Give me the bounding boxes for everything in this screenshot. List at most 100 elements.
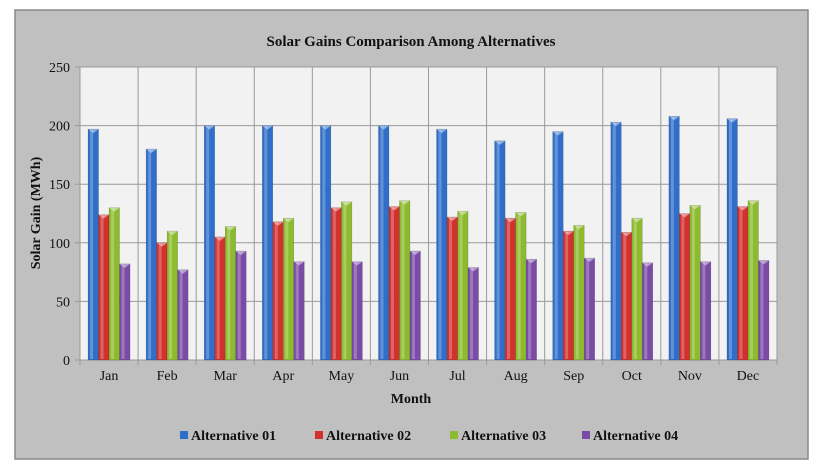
bar-alternative-01-may xyxy=(320,125,332,361)
y-tick-label: 0 xyxy=(63,354,70,369)
bar-highlight xyxy=(470,268,474,359)
bar-cap xyxy=(610,122,622,127)
bar-alternative-02-mar xyxy=(214,236,226,361)
bar-alternative-02-dec xyxy=(737,206,749,361)
x-tick-label: Jan xyxy=(100,369,119,384)
bar-highlight xyxy=(728,119,732,360)
bar-cap xyxy=(689,205,701,210)
bar-cap xyxy=(563,231,574,236)
bar-alternative-01-aug xyxy=(494,140,506,361)
bar-alternative-01-jan xyxy=(87,128,99,361)
bar-highlight xyxy=(343,202,347,359)
bar-alternative-02-aug xyxy=(504,217,516,361)
y-tick-label: 250 xyxy=(49,61,70,76)
bar-highlight xyxy=(179,270,183,359)
bar-alternative-04-feb xyxy=(177,269,189,361)
bar-cap xyxy=(109,207,120,212)
bar-alternative-04-jan xyxy=(119,263,131,361)
bar-cap xyxy=(668,116,680,121)
bar-alternative-02-may xyxy=(330,207,342,361)
y-tick-label: 100 xyxy=(49,237,70,252)
bar-alternative-04-may xyxy=(351,261,363,361)
bar-highlight xyxy=(169,232,173,359)
bar-highlight xyxy=(237,252,241,359)
legend-swatch xyxy=(180,431,188,439)
bar-highlight xyxy=(760,261,764,359)
bar-cap xyxy=(341,201,352,206)
bar-alternative-04-dec xyxy=(758,260,770,361)
bar-alternative-01-feb xyxy=(145,148,157,361)
bar-alternative-04-mar xyxy=(235,250,247,361)
bar-highlight xyxy=(449,218,453,359)
bar-highlight xyxy=(612,123,616,359)
bar-highlight xyxy=(575,226,579,359)
bar-alternative-04-aug xyxy=(525,258,537,361)
bar-alternative-03-dec xyxy=(747,200,759,361)
bar-alternative-02-jun xyxy=(388,206,400,361)
bar-cap xyxy=(262,125,273,130)
bar-highlight xyxy=(586,259,590,359)
bar-highlight xyxy=(623,233,627,359)
bar-alternative-01-jun xyxy=(378,125,390,361)
bar-highlight xyxy=(206,126,210,359)
bar-cap xyxy=(283,218,294,223)
bar-cap xyxy=(447,217,458,222)
x-tick-label: Mar xyxy=(214,369,238,384)
bar-cap xyxy=(515,212,527,217)
legend-label: Alternative 01 xyxy=(191,429,276,444)
bar-alternative-04-sep xyxy=(583,257,595,361)
bar-highlight xyxy=(459,212,463,359)
chart-title: Solar Gains Comparison Among Alternative… xyxy=(267,34,556,50)
bar-alternative-02-sep xyxy=(562,230,574,361)
bar-highlight xyxy=(411,252,415,359)
bar-cap xyxy=(457,211,469,216)
x-tick-label: Sep xyxy=(563,369,584,384)
bar-alternative-04-oct xyxy=(642,262,654,361)
bar-cap xyxy=(98,214,110,219)
legend-label: Alternative 03 xyxy=(461,429,546,444)
bar-highlight xyxy=(111,208,115,359)
bar-highlight xyxy=(100,215,104,359)
bar-alternative-03-apr xyxy=(283,217,295,361)
x-tick-label: Feb xyxy=(157,369,178,384)
bar-highlight xyxy=(691,206,695,359)
x-tick-label: Dec xyxy=(737,369,760,384)
bar-alternative-02-jan xyxy=(98,214,110,361)
bar-cap xyxy=(293,261,305,266)
bar-cap xyxy=(758,260,769,265)
bar-alternative-03-mar xyxy=(224,226,236,361)
gridlines xyxy=(75,66,778,365)
bar-alternative-03-jun xyxy=(399,200,411,361)
bar-alternative-02-oct xyxy=(621,232,633,361)
bar-highlight xyxy=(121,264,125,359)
bar-cap xyxy=(679,213,690,218)
bar-cap xyxy=(726,118,738,123)
bar-highlight xyxy=(644,263,648,359)
x-tick-label: Jun xyxy=(390,369,409,384)
bar-cap xyxy=(146,149,157,154)
bar-highlight xyxy=(158,243,162,359)
bar-cap xyxy=(505,218,516,223)
bar-cap xyxy=(351,261,363,266)
bar-cap xyxy=(378,125,389,130)
bar-highlight xyxy=(633,219,637,359)
bar-cap xyxy=(156,242,168,247)
bar-cap xyxy=(409,251,421,256)
bar-cap xyxy=(494,140,506,145)
x-axis-label: Month xyxy=(391,392,432,407)
bar-highlight xyxy=(353,262,357,359)
y-axis-label: Solar Gain (MWh) xyxy=(29,156,44,269)
bars xyxy=(87,115,770,361)
y-tick-label: 200 xyxy=(49,120,70,135)
bar-highlight xyxy=(528,260,532,359)
x-tick-label: Nov xyxy=(678,369,702,384)
bar-alternative-03-aug xyxy=(515,212,527,361)
bar-highlight xyxy=(285,219,289,359)
bar-cap xyxy=(631,218,643,223)
bar-alternative-03-jan xyxy=(108,207,120,361)
bar-highlight xyxy=(380,126,384,359)
bar-highlight xyxy=(702,262,706,359)
bar-alternative-04-jul xyxy=(467,267,479,361)
bar-alternative-03-sep xyxy=(573,224,585,361)
bar-highlight xyxy=(332,208,336,359)
